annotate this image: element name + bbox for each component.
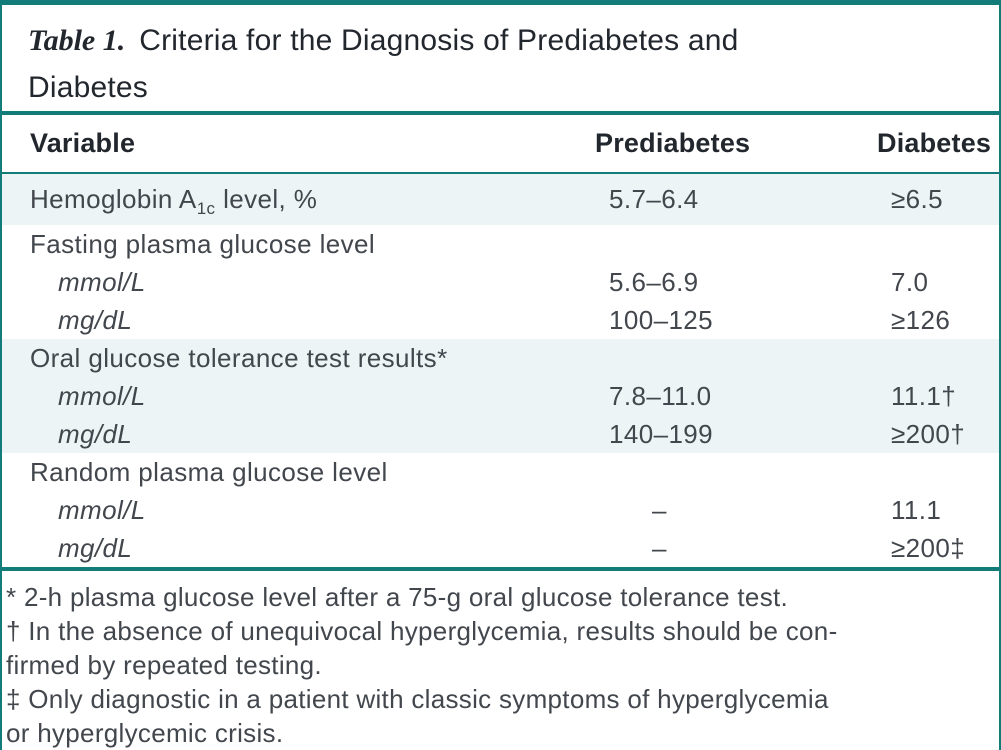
variable-cell: Hemoglobin A1c level, %	[30, 184, 318, 218]
prediabetes-value: 5.7–6.4	[609, 184, 699, 214]
variable-cell: mmol/L	[58, 494, 146, 525]
top-accent-bar	[2, 0, 999, 5]
variable-cell: mg/dL	[58, 532, 133, 563]
diabetes-value: 11.1†	[891, 380, 957, 411]
variable-cell: Oral glucose tolerance test results*	[30, 342, 448, 373]
prediabetes-value: –	[652, 532, 667, 563]
table-row-fasting-mmol: mmol/L 5.6–6.9 7.0	[2, 263, 999, 301]
diabetes-value: 7.0	[891, 266, 929, 297]
prediabetes-value: –	[652, 494, 667, 525]
table-row-ogtt-group: Oral glucose tolerance test results*	[2, 339, 999, 377]
footnote-line: ‡ Only diagnostic in a patient with clas…	[6, 684, 829, 714]
variable-cell: Random plasma glucose level	[30, 456, 388, 487]
diabetes-value: ≥126	[891, 304, 951, 335]
footnote-line: † In the absence of unequivocal hypergly…	[6, 616, 838, 646]
diabetes-value: ≥200‡	[891, 532, 966, 563]
footnote-line: * 2-h plasma glucose level after a 75-g …	[6, 582, 789, 612]
variable-cell: mg/dL	[58, 418, 133, 449]
table-title: Table 1. Criteria for the Diagnosis of Pr…	[2, 5, 999, 111]
variable-cell: mmol/L	[58, 380, 146, 411]
column-header-prediabetes: Prediabetes	[595, 128, 751, 158]
variable-cell: mg/dL	[58, 304, 133, 335]
prediabetes-value: 100–125	[609, 304, 714, 335]
footer-divider-rule	[2, 567, 999, 571]
table-row-fasting-mgdl: mg/dL 100–125 ≥126	[2, 301, 999, 339]
variable-cell: mmol/L	[58, 266, 146, 297]
prediabetes-value: 7.8–11.0	[609, 380, 712, 411]
header-divider-rule	[2, 172, 999, 174]
table-row-random-mmol: mmol/L – 11.1	[2, 491, 999, 529]
column-header-variable: Variable	[30, 128, 136, 158]
table-row-ogtt-mmol: mmol/L 7.8–11.0 11.1†	[2, 377, 999, 415]
footnote-line: firmed by repeated testing.	[6, 650, 322, 680]
table-row-random-mgdl: mg/dL – ≥200‡	[2, 529, 999, 567]
table-number-label: Table 1.	[28, 24, 126, 57]
table-footnotes: * 2-h plasma glucose level after a 75-g …	[2, 571, 999, 750]
footnote-line: or hyperglycemic crisis.	[6, 718, 284, 748]
table-row-fasting-glucose-group: Fasting plasma glucose level	[2, 225, 999, 263]
a1c-subscript: 1c	[196, 199, 216, 218]
table-row-random-glucose-group: Random plasma glucose level	[2, 453, 999, 491]
prediabetes-value: 5.6–6.9	[609, 266, 699, 297]
title-divider-rule	[2, 111, 999, 115]
diabetes-value: ≥200†	[891, 418, 966, 449]
table-title-line2: Diabetes	[28, 71, 149, 104]
table-row-hemoglobin-a1c: Hemoglobin A1c level, % 5.7–6.4 ≥6.5	[2, 174, 999, 225]
diabetes-value: ≥6.5	[891, 184, 944, 214]
variable-cell: Fasting plasma glucose level	[30, 228, 376, 259]
table-header-row: Variable Prediabetes Diabetes	[2, 115, 999, 172]
prediabetes-value: 140–199	[609, 418, 714, 449]
table-title-line1: Criteria for the Diagnosis of Prediabete…	[139, 24, 739, 57]
column-header-diabetes: Diabetes	[877, 128, 992, 158]
diabetes-value: 11.1	[891, 494, 942, 525]
table-row-ogtt-mgdl: mg/dL 140–199 ≥200†	[2, 415, 999, 453]
